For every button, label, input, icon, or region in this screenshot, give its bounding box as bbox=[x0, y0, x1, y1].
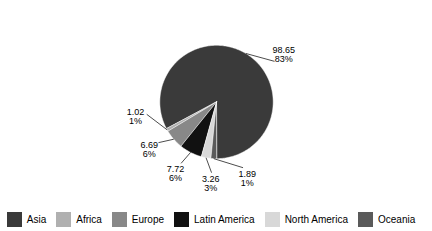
html-text:Asia: Asia bbox=[26, 214, 47, 225]
svg-text:3.263%: 3.263% bbox=[202, 174, 220, 193]
html-text:Europe: Europe bbox=[131, 214, 164, 225]
svg-text:98.6583%: 98.6583% bbox=[273, 45, 296, 64]
svg-text:1.891%: 1.891% bbox=[239, 169, 257, 188]
svg-text:1.021%: 1.021% bbox=[127, 107, 145, 126]
html-text:Oceania: Oceania bbox=[378, 214, 416, 225]
html-text:North America: North America bbox=[284, 214, 348, 225]
html-text:Africa: Africa bbox=[76, 214, 102, 225]
svg-text:6.696%: 6.696% bbox=[140, 140, 158, 159]
html-text:Latin America: Latin America bbox=[194, 214, 255, 225]
svg-text:7.726%: 7.726% bbox=[167, 164, 185, 183]
